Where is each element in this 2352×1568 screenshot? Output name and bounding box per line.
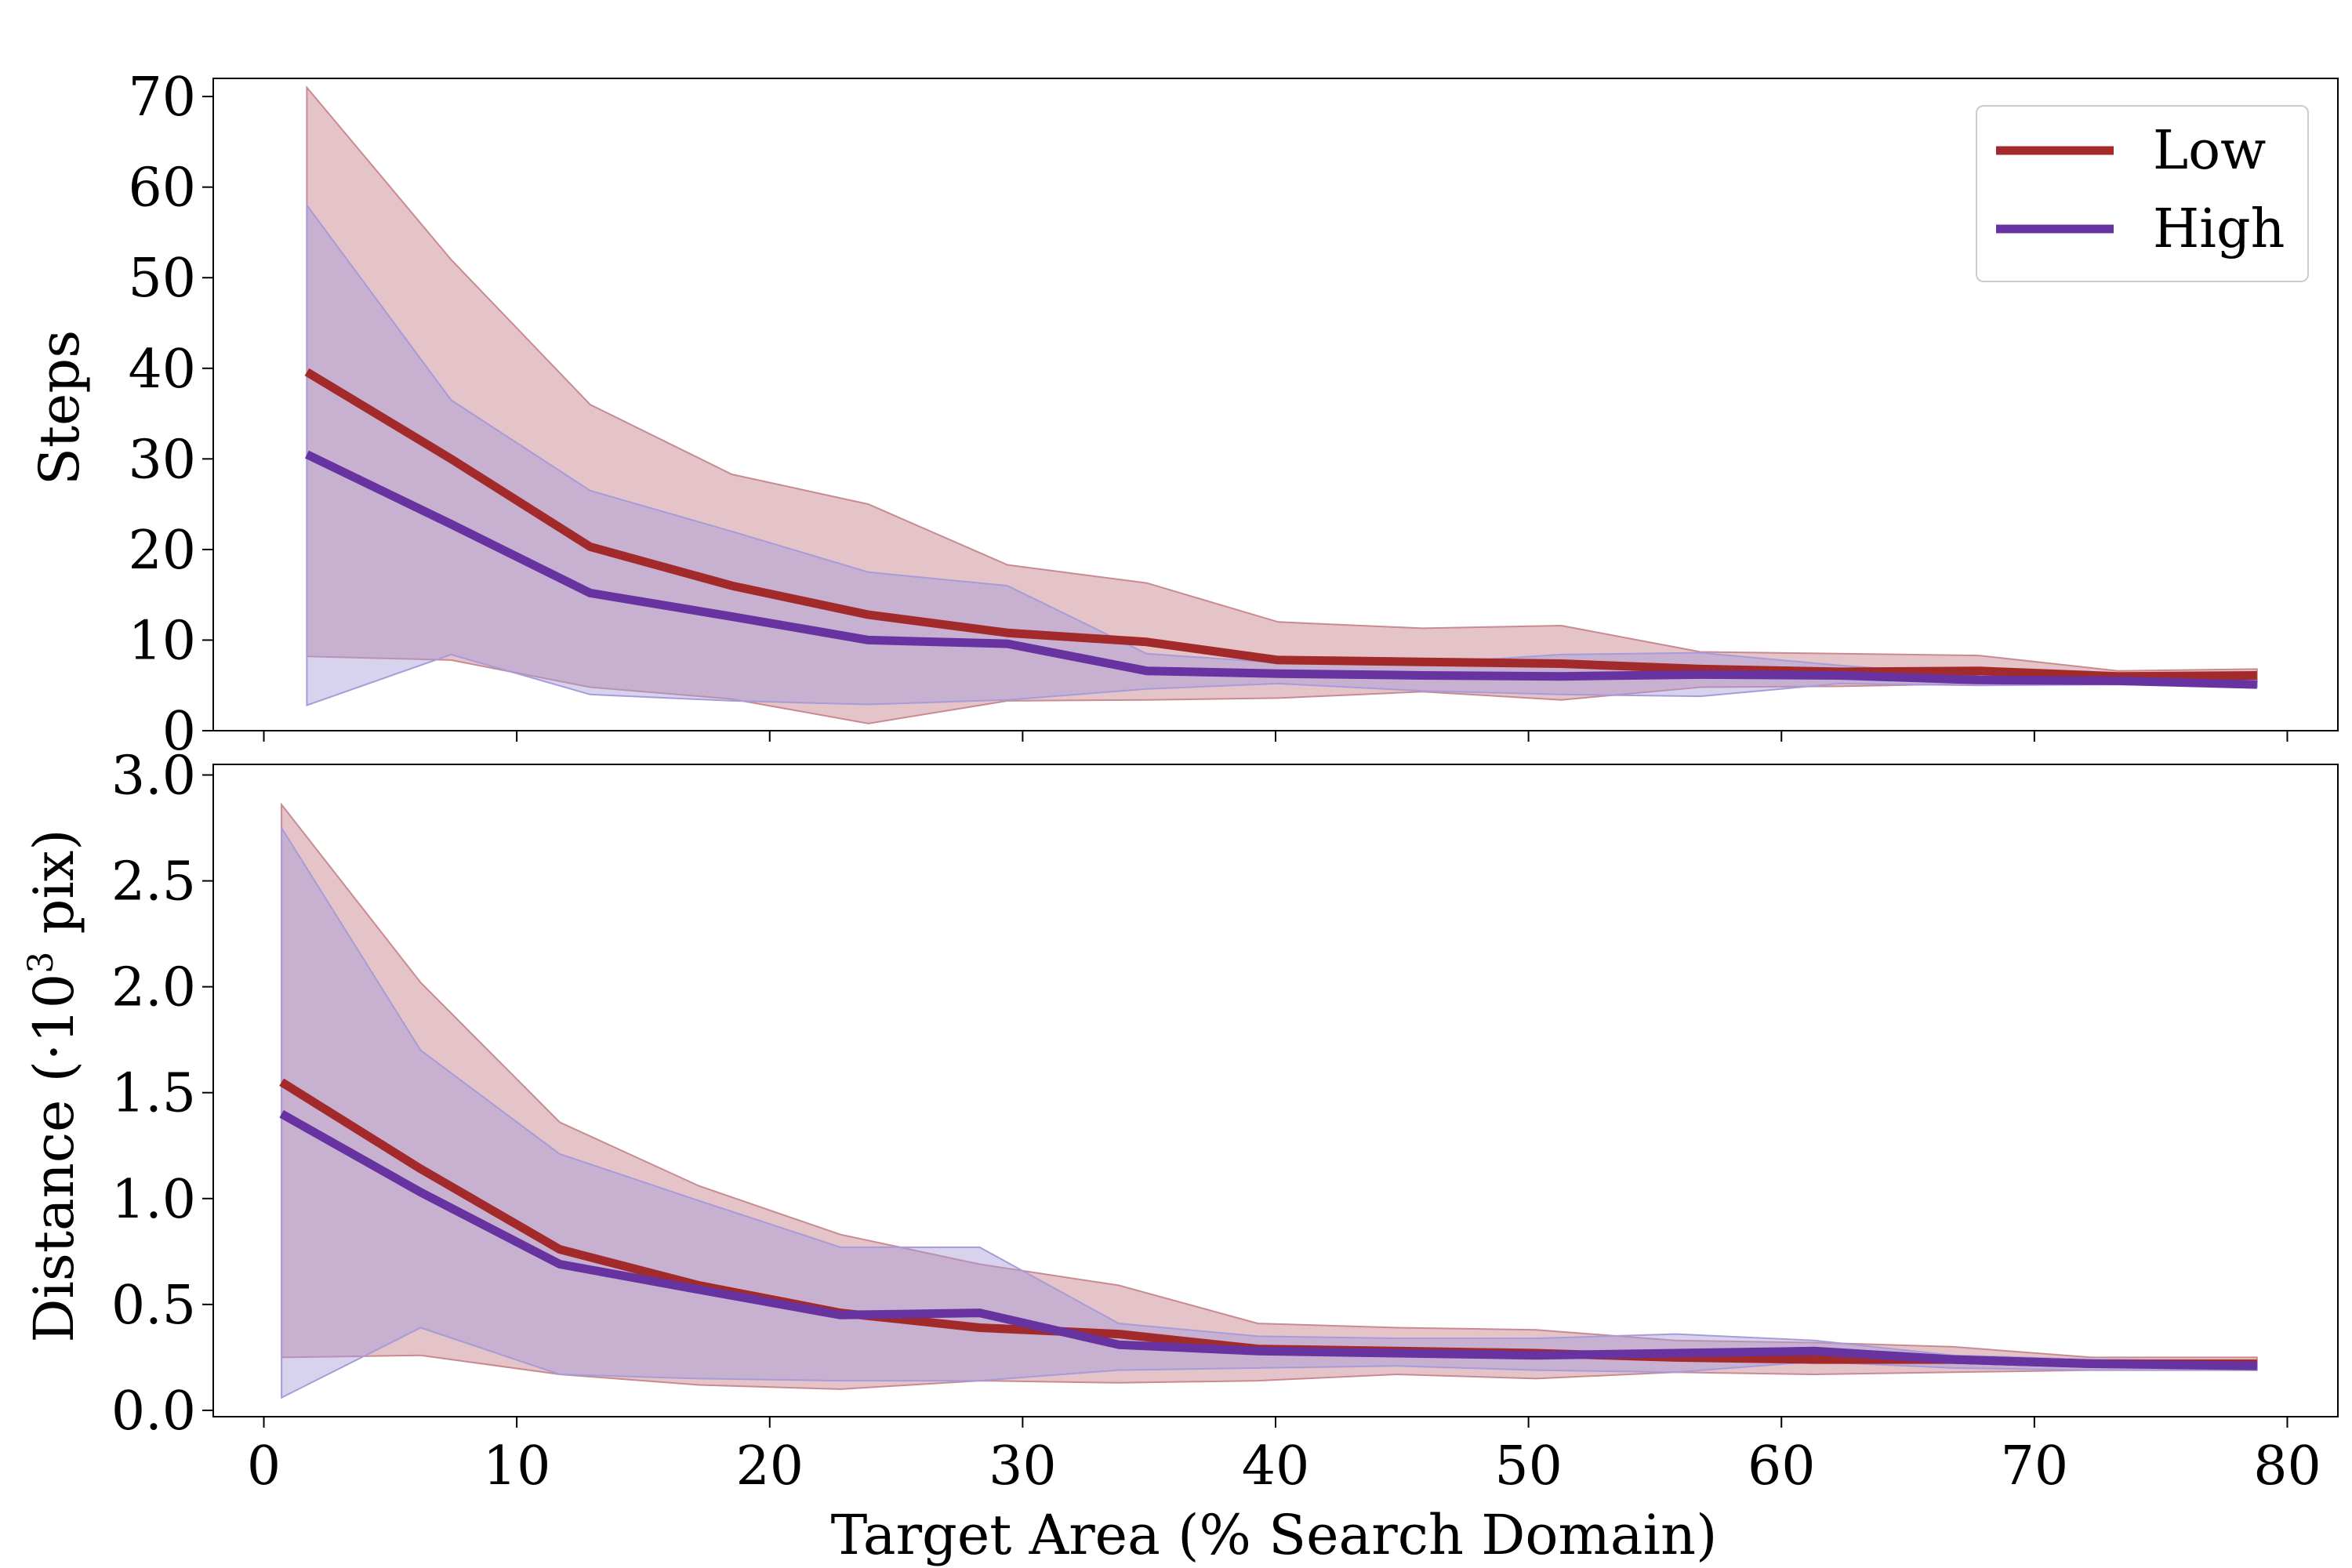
legend: Low High bbox=[1976, 105, 2309, 282]
bottom-ytick-label: 2.0 bbox=[111, 957, 196, 1019]
bottom-ytick-label: 1.0 bbox=[111, 1169, 196, 1231]
legend-low-label: Low bbox=[2153, 120, 2266, 182]
top-ytick-label: 70 bbox=[128, 67, 196, 129]
bottom-xtick-label: 70 bbox=[2001, 1436, 2069, 1497]
y-axis-title-distance-superscript: 3 bbox=[21, 952, 61, 974]
bottom-xtick-label: 40 bbox=[1242, 1436, 1310, 1497]
y-axis-title-distance-main: Distance (·10 bbox=[22, 974, 86, 1343]
top-ytick-label: 50 bbox=[128, 248, 196, 310]
y-axis-title-distance: Distance (·103 pix) bbox=[21, 829, 86, 1342]
top-panel-steps: 0 10 20 30 40 50 60 70 bbox=[128, 67, 2339, 763]
bottom-ytick-label: 2.5 bbox=[111, 851, 196, 913]
bottom-xtick-label: 20 bbox=[735, 1436, 804, 1497]
bottom-ytick-label: 1.5 bbox=[111, 1063, 196, 1125]
bottom-xtick-label: 10 bbox=[483, 1436, 551, 1497]
bottom-xtick-label: 80 bbox=[2253, 1436, 2321, 1497]
bottom-ytick-label: 0.5 bbox=[111, 1275, 196, 1337]
top-ytick-label: 30 bbox=[128, 429, 196, 491]
legend-high-label: High bbox=[2153, 198, 2285, 260]
bottom-band-high bbox=[281, 825, 2258, 1399]
bottom-ytick-label: 3.0 bbox=[111, 746, 196, 808]
bottom-xtick-label: 0 bbox=[247, 1436, 281, 1497]
bottom-xtick-label: 60 bbox=[1748, 1436, 1816, 1497]
top-ytick-label: 10 bbox=[128, 610, 196, 672]
x-axis-title: Target Area (% Search Domain) bbox=[831, 1503, 1718, 1567]
top-line-low bbox=[304, 368, 2257, 681]
bottom-ytick-label: 0.0 bbox=[111, 1381, 196, 1443]
top-ytick-label: 0 bbox=[162, 701, 196, 763]
top-line-high bbox=[305, 450, 2257, 689]
bottom-plot-area bbox=[279, 802, 2258, 1399]
top-ytick-label: 60 bbox=[128, 158, 196, 220]
top-ytick-label: 40 bbox=[128, 339, 196, 401]
y-axis-title-distance-tail: pix) bbox=[22, 829, 86, 951]
y-axis-title-steps: Steps bbox=[27, 330, 92, 485]
bottom-xtick-label: 50 bbox=[1494, 1436, 1563, 1497]
bottom-xtick-label: 30 bbox=[989, 1436, 1057, 1497]
top-band-high bbox=[306, 202, 2258, 707]
top-ytick-label: 20 bbox=[128, 520, 196, 582]
top-plot-area bbox=[304, 85, 2258, 724]
bottom-line-high bbox=[279, 1109, 2257, 1370]
bottom-panel-distance: 0.0 0.5 1.0 1.5 2.0 2.5 3.0 0 10 20 30 40 50 60 70 80 bbox=[111, 746, 2339, 1497]
